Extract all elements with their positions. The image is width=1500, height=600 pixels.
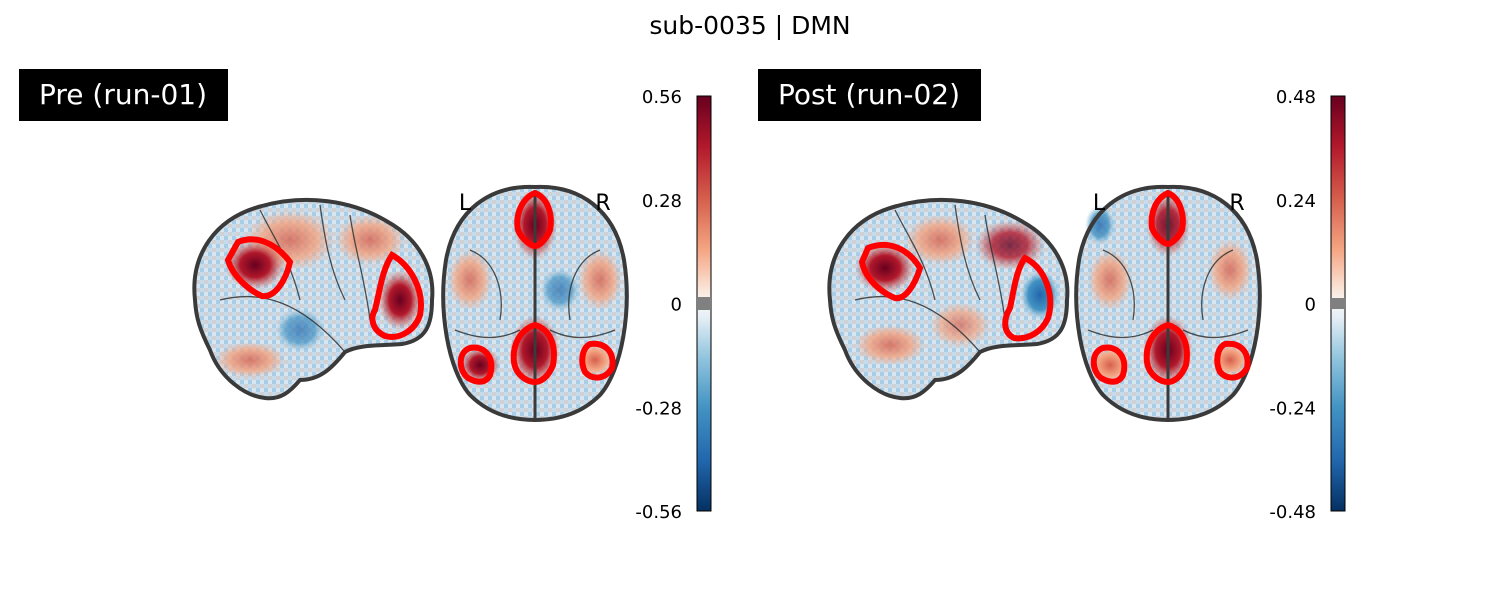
colorbar-tick-label: 0.24 [1276, 191, 1316, 212]
right-marker: R [595, 191, 610, 216]
colorbar-tick-label: -0.48 [1269, 502, 1316, 523]
panel-post: Post (run-02) [758, 69, 1346, 523]
colorbar-tick-label: 0.56 [642, 87, 682, 108]
colorbar-tick-label: -0.24 [1269, 398, 1316, 419]
colorbar-ticks: 0.48 0.24 0 -0.24 -0.48 [1269, 87, 1316, 523]
left-marker: L [1093, 191, 1106, 216]
colorbar-tick-label: 0 [671, 295, 682, 316]
colorbar: 0.56 0.28 0 -0.28 -0.56 [635, 87, 712, 523]
panel-label: Pre (run-01) [19, 69, 228, 121]
axial-view [441, 184, 629, 423]
axial-view [1074, 184, 1262, 423]
contour-pcc [369, 251, 424, 340]
right-marker: R [1229, 191, 1244, 216]
sagittal-view [192, 197, 435, 401]
colorbar-tick-label: 0.48 [1276, 87, 1316, 108]
panel-pre: Pre (run-01) [19, 69, 712, 523]
colorbar-tick-label: -0.28 [635, 398, 682, 419]
panel-label-text: Post (run-02) [778, 78, 960, 111]
contour-mpfc [224, 236, 294, 300]
panel-label: Post (run-02) [758, 69, 981, 121]
colorbar-tick-label: -0.56 [635, 502, 682, 523]
figure-title: sub-0035 | DMN [649, 11, 850, 40]
colorbar-tick-label: 0 [1305, 295, 1316, 316]
left-marker: L [459, 191, 472, 216]
panel-label-text: Pre (run-01) [39, 78, 207, 111]
colorbar-tick-label: 0.28 [642, 191, 682, 212]
colorbar: 0.48 0.24 0 -0.24 -0.48 [1269, 87, 1346, 523]
colorbar-ticks: 0.56 0.28 0 -0.28 -0.56 [635, 87, 682, 523]
sagittal-view [827, 197, 1070, 401]
